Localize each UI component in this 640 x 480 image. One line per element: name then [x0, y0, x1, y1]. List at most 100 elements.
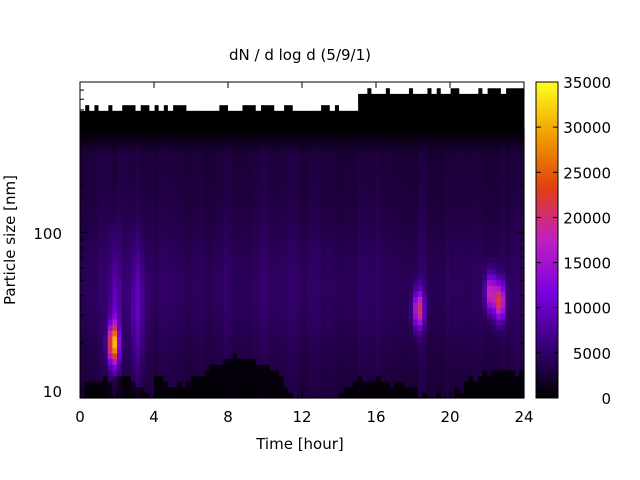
heatmap-cell — [181, 313, 187, 320]
heatmap-cell — [181, 234, 187, 241]
heatmap-cell — [93, 155, 100, 162]
heatmap-cell — [302, 206, 308, 213]
heatmap-cell — [329, 392, 335, 399]
heatmap-cell — [288, 313, 294, 320]
heatmap-cell — [422, 364, 428, 371]
heatmap-cell — [500, 177, 507, 185]
heatmap-cell — [241, 296, 248, 303]
heatmap-cell — [473, 296, 479, 303]
heatmap-cell — [445, 251, 451, 258]
heatmap-cell — [394, 240, 400, 247]
heatmap-cell — [80, 307, 86, 314]
heatmap-cell — [389, 290, 396, 298]
heatmap-cell — [366, 82, 372, 89]
heatmap-cell — [352, 172, 359, 179]
heatmap-cell — [343, 200, 349, 207]
heatmap-cell — [195, 223, 201, 230]
heatmap-cell — [454, 240, 460, 247]
heatmap-cell — [362, 285, 368, 292]
heatmap-cell — [510, 161, 516, 168]
heatmap-cell — [167, 183, 174, 190]
heatmap-cell — [265, 307, 271, 314]
heatmap-cell — [265, 211, 271, 219]
heatmap-cell — [181, 132, 187, 140]
heatmap-cell — [413, 319, 419, 326]
heatmap-cell — [251, 98, 257, 106]
heatmap-cell — [195, 347, 201, 354]
heatmap-cell — [228, 240, 234, 247]
heatmap-cell — [228, 127, 234, 134]
heatmap-cell — [394, 273, 400, 281]
heatmap-cell — [487, 381, 493, 388]
heatmap-cell — [154, 127, 160, 134]
heatmap-cell — [357, 369, 363, 377]
heatmap-cell — [463, 138, 470, 145]
heatmap-cell — [154, 369, 160, 377]
heatmap-cell — [371, 324, 377, 331]
heatmap-cell — [491, 177, 497, 185]
heatmap-cell — [130, 290, 137, 298]
heatmap-cell — [440, 217, 446, 224]
heatmap-cell — [172, 341, 178, 348]
heatmap-cell — [450, 347, 456, 354]
heatmap-cell — [292, 290, 298, 298]
heatmap-cell — [130, 273, 137, 281]
heatmap-cell — [306, 386, 312, 393]
heatmap-cell — [302, 189, 308, 196]
heatmap-cell — [246, 234, 252, 241]
heatmap-cell — [167, 98, 174, 106]
heatmap-cell — [302, 194, 308, 202]
heatmap-cell — [172, 324, 178, 331]
heatmap-cell — [463, 279, 470, 286]
heatmap-cell — [306, 302, 312, 309]
heatmap-cell — [144, 223, 150, 230]
heatmap-cell — [394, 358, 400, 365]
heatmap-cell — [283, 161, 289, 168]
heatmap-cell — [320, 211, 326, 219]
heatmap-cell — [269, 369, 275, 377]
heatmap-cell — [376, 341, 382, 348]
heatmap-cell — [260, 234, 266, 241]
heatmap-cell — [98, 138, 104, 145]
heatmap-cell — [514, 245, 520, 252]
heatmap-cell — [339, 364, 345, 371]
heatmap-cell — [241, 194, 248, 202]
heatmap-cell — [459, 234, 465, 241]
heatmap-cell — [445, 155, 451, 162]
heatmap-cell — [163, 161, 169, 168]
heatmap-cell — [246, 319, 252, 326]
heatmap-cell — [93, 189, 100, 196]
heatmap-cell — [251, 307, 257, 314]
heatmap-cell — [112, 256, 118, 264]
heatmap-cell — [505, 149, 511, 156]
heatmap-cell — [98, 177, 104, 185]
heatmap-cell — [436, 386, 442, 393]
heatmap-cell — [408, 256, 414, 264]
heatmap-cell — [177, 392, 183, 399]
heatmap-cell — [98, 245, 104, 252]
heatmap-cell — [385, 194, 391, 202]
heatmap-cell — [357, 364, 363, 371]
heatmap-cell — [440, 200, 446, 207]
heatmap-cell — [269, 155, 275, 162]
heatmap-cell — [352, 82, 359, 89]
heatmap-cell — [473, 149, 479, 156]
heatmap-cell — [357, 347, 363, 354]
heatmap-cell — [93, 166, 100, 173]
heatmap-cell — [130, 279, 137, 286]
heatmap-cell — [320, 392, 326, 399]
heatmap-cell — [274, 352, 280, 360]
heatmap-cell — [505, 206, 511, 213]
heatmap-cell — [343, 177, 349, 185]
heatmap-cell — [126, 307, 132, 314]
heatmap-cell — [339, 307, 345, 314]
heatmap-cell — [126, 330, 132, 337]
heatmap-cell — [209, 132, 215, 140]
heatmap-cell — [357, 194, 363, 202]
heatmap-cell — [422, 234, 428, 241]
heatmap-cell — [241, 98, 248, 106]
heatmap-cell — [274, 132, 280, 140]
heatmap-cell — [408, 155, 414, 162]
heatmap-cell — [241, 211, 248, 219]
heatmap-cell — [117, 307, 123, 314]
